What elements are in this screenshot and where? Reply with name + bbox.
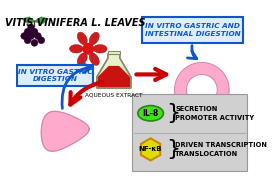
Ellipse shape [24,28,31,35]
Bar [108,51,120,54]
Text: }: } [166,139,180,159]
Polygon shape [97,54,131,88]
Ellipse shape [21,33,28,40]
Ellipse shape [38,37,45,44]
Text: SECRETION: SECRETION [175,106,218,112]
Ellipse shape [77,53,87,65]
Ellipse shape [31,40,38,46]
Text: VITIS VINIFERA L. LEAVES: VITIS VINIFERA L. LEAVES [5,18,146,28]
Polygon shape [22,17,48,23]
Polygon shape [175,63,229,115]
Text: }: } [166,103,180,123]
Text: DRIVEN TRANSCRIPTION: DRIVEN TRANSCRIPTION [175,142,267,148]
Polygon shape [98,66,130,87]
Ellipse shape [77,32,87,45]
Text: IN VITRO GASTRIC
DIGESTION: IN VITRO GASTRIC DIGESTION [18,69,92,82]
Ellipse shape [89,32,99,45]
Text: TRANSLOCATION: TRANSLOCATION [175,151,239,157]
Ellipse shape [89,53,99,65]
FancyBboxPatch shape [17,65,93,86]
Ellipse shape [70,45,83,53]
Ellipse shape [93,45,107,53]
Ellipse shape [31,28,38,35]
Polygon shape [141,138,160,160]
FancyBboxPatch shape [132,94,247,171]
Ellipse shape [138,106,163,121]
Text: IN VITRO GASTRIC AND
INTESTINAL DIGESTION: IN VITRO GASTRIC AND INTESTINAL DIGESTIO… [145,23,240,37]
Text: NF-κB: NF-κB [139,146,162,152]
Polygon shape [41,111,89,151]
Ellipse shape [28,33,35,40]
Text: IL-8: IL-8 [142,109,159,118]
Ellipse shape [35,33,41,40]
Text: PROMOTER ACTIVITY: PROMOTER ACTIVITY [175,115,255,121]
Ellipse shape [28,24,35,31]
Ellipse shape [82,43,94,55]
FancyBboxPatch shape [142,17,243,43]
Text: AQUEOUS EXTRACT: AQUEOUS EXTRACT [85,92,143,97]
Ellipse shape [24,37,31,44]
